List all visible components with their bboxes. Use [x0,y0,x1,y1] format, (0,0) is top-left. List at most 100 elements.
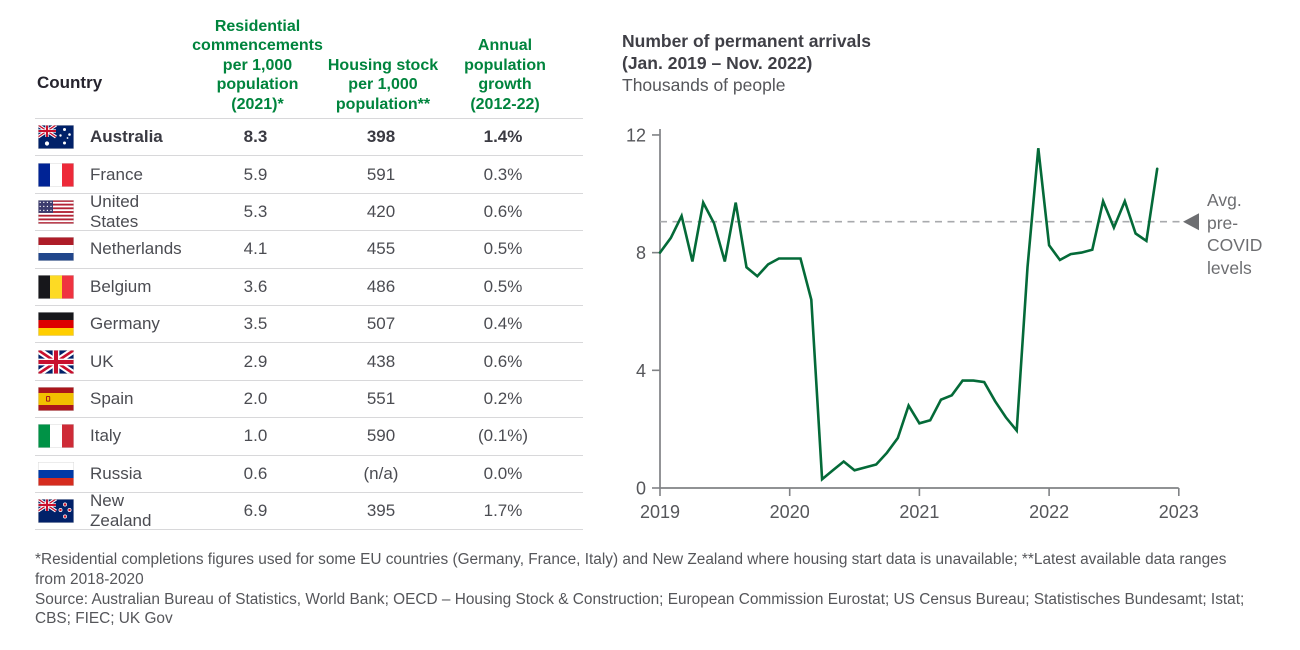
table-row: France 5.9 591 0.3% [35,155,583,192]
table-row: Spain 2.0 551 0.2% [35,379,583,417]
growth-value: 0.2% [483,388,523,408]
stock-value: 438 [366,351,396,371]
housing-stock-column-header: Housing stock per 1,000 population** [327,56,439,113]
country-name: Australia [90,127,163,147]
table-row: Italy 1.0 590 (0.1%) [35,417,583,454]
country-column-header: Country [37,72,103,92]
fr-flag-icon [38,162,74,187]
commencements-value: 4.1 [243,239,268,259]
footnotes: *Residential completions figures used fo… [35,550,1250,629]
commencements-value: 0.6 [243,463,268,483]
de-flag-icon [38,312,74,337]
stock-value: (n/a) [363,463,399,483]
stock-value: 507 [366,314,396,334]
chart-title-line2: (Jan. 2019 – Nov. 2022) [622,53,813,73]
population-growth-column-header: Annual population growth (2012-22) [464,37,546,113]
x-axis-tick-label: 2021 [899,502,939,522]
us-flag-icon [38,199,74,224]
country-cell: Australia [35,125,190,150]
country-cell: Germany [35,312,190,337]
commencements-value: 8.3 [243,127,268,147]
country-name: Russia [90,463,142,483]
commencements-value: 3.6 [243,276,268,296]
x-axis-tick-label: 2023 [1159,502,1199,522]
growth-value: 0.0% [483,463,523,483]
nz-flag-icon [38,499,74,524]
stock-value: 486 [366,276,396,296]
footnote-text: *Residential completions figures used fo… [35,551,1227,588]
source-text: Source: Australian Bureau of Statistics,… [35,590,1245,628]
stock-value: 591 [366,164,396,184]
table-row: Russia 0.6 (n/a) 0.0% [35,454,583,492]
stock-value: 420 [366,201,396,221]
country-name: Spain [90,388,134,408]
country-cell: Spain [35,386,190,411]
commencements-value: 1.0 [243,426,268,446]
table-row: New Zealand 6.9 395 1.7% [35,491,583,531]
commencements-value: 5.3 [243,201,268,221]
country-cell: UK [35,349,190,374]
commencements-value: 2.0 [243,388,268,408]
growth-value: 1.4% [483,127,523,147]
y-axis-tick-label: 4 [636,361,646,381]
chart-title: Number of permanent arrivals (Jan. 2019 … [622,30,871,96]
table-body: Australia 8.3 398 1.4% France 5.9 591 0.3% Unite… [35,118,583,531]
stock-value: 551 [366,388,396,408]
country-name: United States [90,191,140,231]
country-cell: Italy [35,424,190,449]
country-name: New Zealand [90,491,152,531]
au-flag-icon [38,125,74,150]
stock-value: 590 [366,426,396,446]
ru-flag-icon [38,461,74,486]
commencements-value: 3.5 [243,314,268,334]
x-axis-tick-label: 2019 [640,502,680,522]
table-row: Netherlands 4.1 455 0.5% [35,230,583,267]
country-name: Germany [90,314,160,334]
y-axis-tick-label: 8 [636,243,646,263]
arrivals-data-line [658,148,1159,482]
stock-value: 395 [366,501,396,521]
chart-axes [659,129,1179,489]
arrow-left-icon [1183,213,1199,231]
table-header-row: Country Residential commencements per 1,… [35,14,583,118]
country-cell: Netherlands [35,237,190,262]
nl-flag-icon [38,237,74,262]
x-axis-tick-label: 2022 [1029,502,1069,522]
country-cell: France [35,162,190,187]
growth-value: 0.5% [483,239,523,259]
growth-value: 0.6% [483,201,523,221]
stock-value: 455 [366,239,396,259]
commencements-value: 5.9 [243,164,268,184]
chart-subtitle: Thousands of people [622,75,786,95]
uk-flag-icon [38,349,74,374]
country-name: UK [90,351,114,371]
commencements-column-header: Residential commencements per 1,000 popu… [192,17,323,113]
commencements-value: 2.9 [243,351,268,371]
growth-value: 1.7% [483,501,523,521]
es-flag-icon [38,386,74,411]
country-cell: Belgium [35,274,190,299]
growth-value: 0.3% [483,164,523,184]
growth-value: 0.4% [483,314,523,334]
x-axis-tick-label: 2020 [770,502,810,522]
growth-value: 0.5% [483,276,523,296]
table-row: Australia 8.3 398 1.4% [35,118,583,155]
y-axis-tick-label: 12 [626,125,646,145]
pre-covid-annotation: Avg. pre- COVID levels [1207,190,1263,278]
growth-value: (0.1%) [477,426,529,446]
stock-value: 398 [366,127,396,147]
country-name: Netherlands [90,239,182,259]
country-cell: United States [35,192,190,232]
country-name: France [90,164,143,184]
table-row: Germany 3.5 507 0.4% [35,304,583,342]
table-row: Belgium 3.6 486 0.5% [35,267,583,305]
it-flag-icon [38,424,74,449]
country-cell: Russia [35,461,190,486]
chart-title-line1: Number of permanent arrivals [622,31,871,51]
housing-table: Country Residential commencements per 1,… [35,14,583,531]
country-cell: New Zealand [35,491,190,531]
commencements-value: 6.9 [243,501,268,521]
be-flag-icon [38,274,74,299]
table-row: UK 2.9 438 0.6% [35,342,583,379]
